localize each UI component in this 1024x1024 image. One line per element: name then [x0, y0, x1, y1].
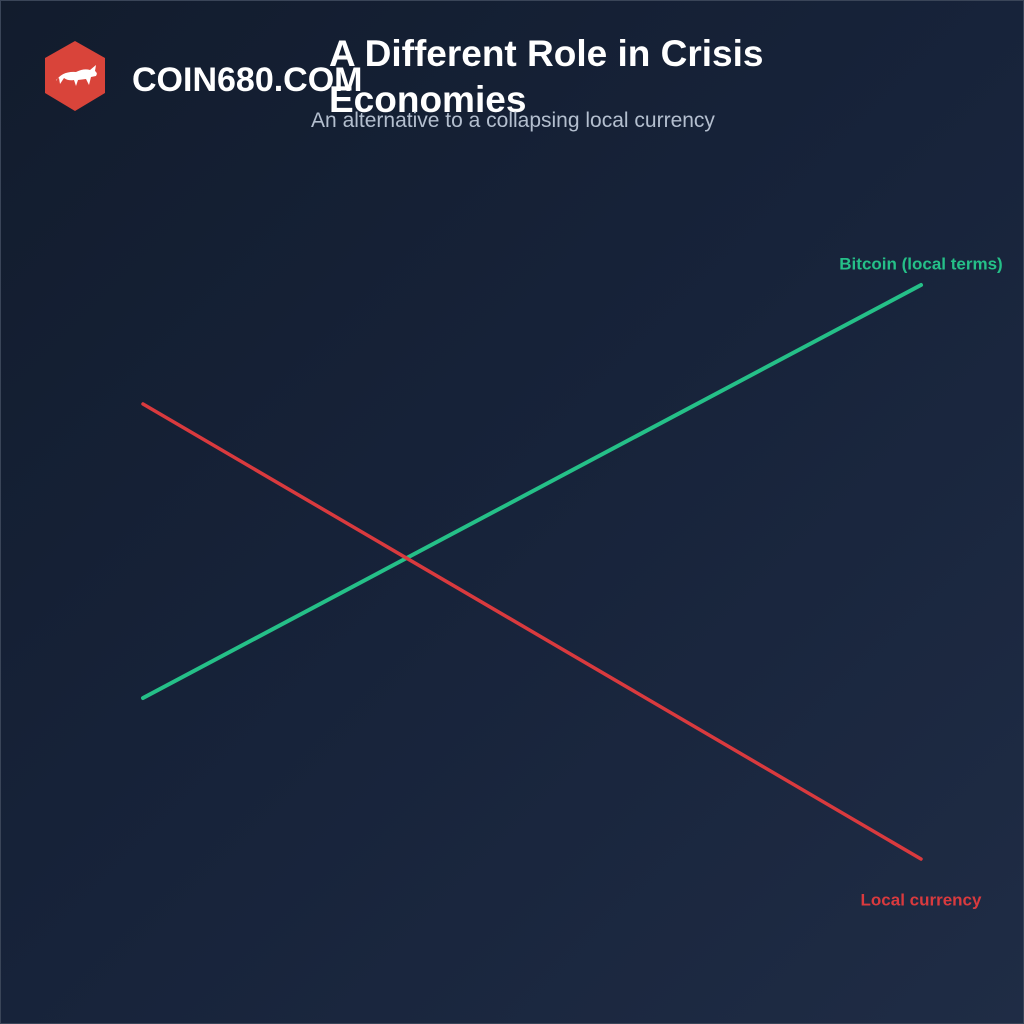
brand: COIN680.COM [132, 61, 363, 99]
chart-title: A Different Role in Crisis Economies [329, 33, 764, 120]
logo [45, 41, 105, 111]
series-label: Bitcoin (local terms) [839, 254, 1002, 273]
series-line [141, 402, 923, 861]
chart-subtitle: An alternative to a collapsing local cur… [311, 109, 715, 132]
series-line [141, 283, 923, 700]
series-label: Local currency [861, 890, 982, 909]
